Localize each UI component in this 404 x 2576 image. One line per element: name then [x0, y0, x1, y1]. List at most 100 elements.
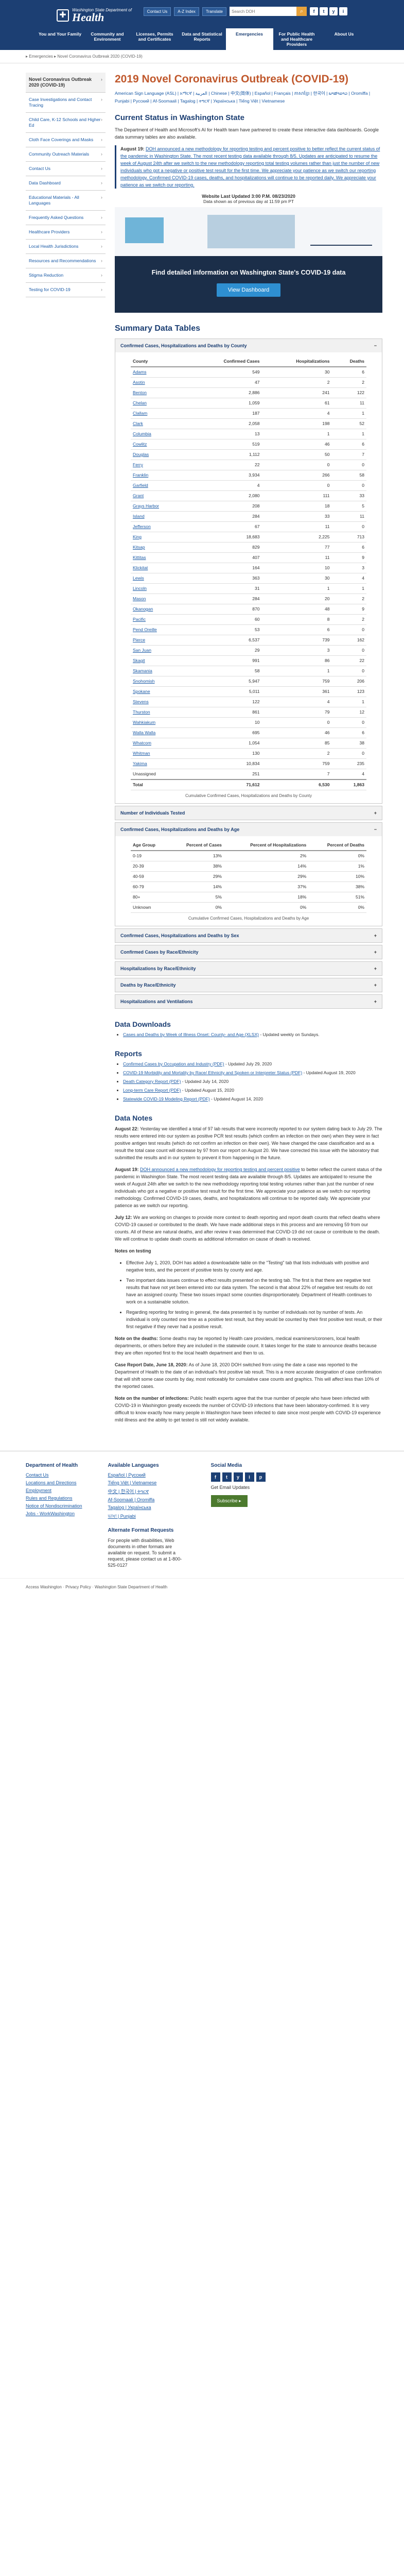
facebook-icon[interactable]: f [210, 1472, 220, 1482]
county-name-cell[interactable]: Wahkiakum [131, 717, 187, 728]
county-name-cell[interactable]: Snohomish [131, 676, 187, 687]
county-name-cell[interactable]: Adams [131, 367, 187, 378]
sidebar-item-local-health-jurisdictions[interactable]: Local Health Jurisdictions › [26, 240, 106, 254]
nav-item-licenses-permits-and-certificates[interactable]: Licenses, Permits and Certificates [136, 31, 173, 42]
county-name-cell[interactable]: Clark [131, 418, 187, 429]
youtube-icon[interactable]: y [233, 1472, 243, 1482]
dashboard-preview[interactable]: Find detailed information on Washington … [115, 207, 382, 313]
county-name-cell[interactable]: Mason [131, 594, 187, 604]
translate-button[interactable]: Translate [202, 7, 226, 16]
nav-item-about-us[interactable]: About Us [334, 31, 354, 37]
county-name-cell[interactable]: Douglas [131, 449, 187, 460]
county-accordion-header[interactable]: Confirmed Cases, Hospitalizations and De… [115, 339, 382, 352]
report-link[interactable]: Death Category Report (PDF) [123, 1079, 181, 1084]
twitter-icon[interactable]: t [222, 1472, 232, 1482]
footer-language-link[interactable]: Tiếng Việt | Vietnamese [108, 1480, 157, 1485]
sidebar-item-educational-materials-all-languages[interactable]: Educational Materials - All Languages › [26, 191, 106, 211]
report-link[interactable]: Statewide COVID-19 Modeling Report (PDF) [123, 1096, 210, 1101]
nav-item-you-and-your-family[interactable]: You and Your Family [38, 31, 82, 37]
accordion-header[interactable]: Confirmed Cases by Race/Ethnicity + [115, 945, 382, 959]
youtube-icon[interactable]: y [329, 7, 338, 15]
footer-language-link[interactable]: 中文 | 한국어 | ትግርኛ [108, 1489, 149, 1494]
facebook-icon[interactable]: f [310, 7, 318, 15]
county-name-cell[interactable]: Clallam [131, 408, 187, 419]
county-name-cell[interactable]: San Juan [131, 645, 187, 656]
sidebar-item-testing-for-covid-19[interactable]: Testing for COVID-19 › [26, 283, 106, 297]
report-link[interactable]: COVID-19 Morbidity and Mortality by Race… [123, 1070, 303, 1075]
view-dashboard-button[interactable]: View Dashboard [216, 283, 281, 297]
age-accordion-header[interactable]: Confirmed Cases, Hospitalizations and De… [115, 823, 382, 836]
accordion-header[interactable]: Confirmed Cases, Hospitalizations and De… [115, 929, 382, 942]
sidebar-item-case-investigations-and-contact-tracing[interactable]: Case Investigations and Contact Tracing › [26, 93, 106, 113]
county-name-cell[interactable]: Yakima [131, 758, 187, 769]
nav-item-for-public-health-and-healthcare-providers[interactable]: For Public Health and Healthcare Provide… [278, 31, 315, 47]
tested-accordion-header[interactable]: Number of Individuals Tested + [115, 806, 382, 820]
sidebar-item-child-care-k-12-schools-and-higher-ed[interactable]: Child Care, K-12 Schools and Higher Ed › [26, 113, 106, 133]
nav-item-emergencies[interactable]: Emergencies [225, 28, 273, 50]
accordion-header[interactable]: Deaths by Race/Ethnicity + [115, 978, 382, 992]
accordion-header[interactable]: Hospitalizations by Race/Ethnicity + [115, 962, 382, 975]
footer-language-link[interactable]: Español | Русский [108, 1472, 146, 1478]
county-name-cell[interactable]: Spokane [131, 686, 187, 697]
county-name-cell[interactable]: Kitsap [131, 542, 187, 553]
contact-us-button[interactable]: Contact Us [143, 7, 171, 16]
county-name-cell[interactable]: Columbia [131, 429, 187, 439]
county-name-cell[interactable]: Pend Oreille [131, 624, 187, 635]
county-name-cell[interactable]: Grant [131, 490, 187, 501]
county-name-cell[interactable]: Walla Walla [131, 727, 187, 738]
county-name-cell[interactable]: Skamania [131, 666, 187, 676]
pinterest-icon[interactable]: p [256, 1472, 266, 1482]
county-name-cell[interactable]: Stevens [131, 697, 187, 707]
sidebar-item-data-dashboard[interactable]: Data Dashboard › [26, 176, 106, 191]
search-icon[interactable]: ⌕ [296, 7, 307, 16]
county-name-cell[interactable]: Pierce [131, 635, 187, 646]
county-name-cell[interactable]: Garfield [131, 480, 187, 491]
footer-language-link[interactable]: Tagalog | Українська [108, 1505, 151, 1510]
site-logo[interactable]: ✚ Washington State Department of Health [57, 8, 347, 23]
footer-link-rules-and-regulations[interactable]: Rules and Regulations [26, 1496, 73, 1501]
county-name-cell[interactable]: Benton [131, 387, 187, 398]
sidebar-item-stigma-reduction[interactable]: Stigma Reduction › [26, 268, 106, 283]
footer-language-link[interactable]: Af-Soomaali | Oromiffa [108, 1497, 155, 1502]
footer-link-employment[interactable]: Employment [26, 1488, 52, 1493]
county-name-cell[interactable]: Whatcom [131, 738, 187, 749]
twitter-icon[interactable]: t [320, 7, 328, 15]
report-link[interactable]: Confirmed Cases by Occupation and Indust… [123, 1061, 224, 1066]
county-name-cell[interactable]: Skagit [131, 655, 187, 666]
sidebar-item-contact-us[interactable]: Contact Us › [26, 162, 106, 176]
search-input[interactable] [230, 7, 296, 16]
accordion-header[interactable]: Hospitalizations and Ventilations + [115, 995, 382, 1008]
subscribe-button[interactable]: Subscribe ▸ [210, 1495, 248, 1507]
county-name-cell[interactable]: Kittitas [131, 552, 187, 563]
az-index-button[interactable]: A-Z Index [174, 7, 199, 16]
footer-link-jobs-workwashington[interactable]: Jobs - WorkWashington [26, 1511, 75, 1516]
footer-link-notice-of-nondiscrimination[interactable]: Notice of Nondiscrimination [26, 1503, 82, 1509]
county-name-cell[interactable]: Thurston [131, 707, 187, 718]
county-name-cell[interactable]: Lewis [131, 573, 187, 584]
nav-item-data-and-statistical-reports[interactable]: Data and Statistical Reports [182, 31, 222, 42]
report-link[interactable]: Long-term Care Report (PDF) [123, 1088, 181, 1093]
breadcrumb[interactable]: ▸ Emergencies ▸ Novel Coronavirus Outbre… [0, 50, 404, 63]
nav-item-community-and-environment[interactable]: Community and Environment [91, 31, 124, 42]
county-name-cell[interactable]: King [131, 532, 187, 543]
sidebar-item-cloth-face-coverings-and-masks[interactable]: Cloth Face Coverings and Masks › [26, 133, 106, 147]
county-name-cell[interactable]: Klickitat [131, 563, 187, 573]
county-name-cell[interactable]: Whitman [131, 748, 187, 759]
sidebar-item-healthcare-providers[interactable]: Healthcare Providers › [26, 225, 106, 240]
county-name-cell[interactable]: Island [131, 511, 187, 522]
county-name-cell[interactable]: Chelan [131, 398, 187, 409]
county-name-cell[interactable]: Ferry [131, 460, 187, 470]
alert-link[interactable]: DOH announced a new methodology for repo… [120, 146, 380, 188]
county-name-cell[interactable]: Franklin [131, 470, 187, 481]
methodology-link[interactable]: DOH announced a new methodology for repo… [140, 1167, 300, 1172]
report-link[interactable]: Cases and Deaths by Week of Illness Onse… [123, 1032, 259, 1037]
instagram-icon[interactable]: i [339, 7, 347, 15]
sidebar-item-resources-and-recommendations[interactable]: Resources and Recommendations › [26, 254, 106, 268]
county-name-cell[interactable]: Asotin [131, 377, 187, 388]
footer-language-link[interactable]: ভাষা | Punjabi [108, 1514, 136, 1519]
county-name-cell[interactable]: Lincoln [131, 583, 187, 594]
county-name-cell[interactable]: Cowlitz [131, 439, 187, 450]
footer-link-locations-and-directions[interactable]: Locations and Directions [26, 1480, 77, 1485]
sidebar-item-community-outreach-materials[interactable]: Community Outreach Materials › [26, 147, 106, 162]
sidebar-item-novel-coronavirus-outbreak-2020-covid-19[interactable]: Novel Coronavirus Outbreak 2020 (COVID-1… [26, 73, 106, 93]
